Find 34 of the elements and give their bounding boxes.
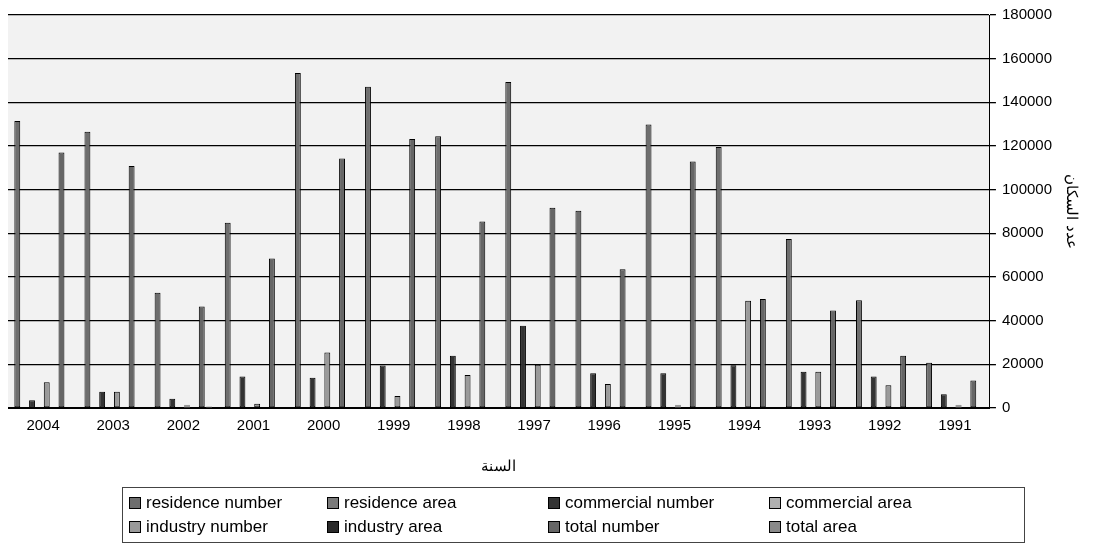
y-tick-label: 180000 xyxy=(1001,5,1053,23)
legend-label: industry area xyxy=(344,517,443,537)
y-tick-label: 160000 xyxy=(1001,48,1053,66)
x-tick-label: 2003 xyxy=(96,416,130,434)
y-tick-label: 100000 xyxy=(1001,179,1053,197)
legend-label: residence number xyxy=(146,493,283,513)
legend-label: residence area xyxy=(344,493,457,513)
x-tick-label: 1995 xyxy=(657,416,692,434)
x-axis-title: السنة xyxy=(481,457,517,475)
y-tick-label: 140000 xyxy=(1001,92,1053,110)
y-tick-label: 0 xyxy=(1001,398,1011,416)
x-tick-label: 1998 xyxy=(447,416,481,434)
y-axis-title: عدد السكان xyxy=(1063,174,1081,249)
legend-label: total area xyxy=(786,517,857,537)
legend-label: commercial number xyxy=(565,493,715,513)
y-tick-label: 80000 xyxy=(1001,223,1044,241)
x-tick-label: 2001 xyxy=(236,416,271,434)
x-tick-label: 1999 xyxy=(377,416,411,434)
x-tick-label: 1994 xyxy=(727,416,762,434)
y-tick-label: 60000 xyxy=(1001,267,1044,285)
x-tick-label: 1996 xyxy=(587,416,621,434)
legend-label: industry number xyxy=(146,517,268,537)
y-tick-label: 20000 xyxy=(1001,354,1044,372)
legend-label: commercial area xyxy=(786,493,912,513)
x-tick-label: 2000 xyxy=(306,416,341,434)
x-tick-label: 1991 xyxy=(938,416,972,434)
x-tick-label: 1993 xyxy=(797,416,832,434)
y-tick-label: 40000 xyxy=(1001,310,1044,328)
x-tick-label: 1992 xyxy=(868,416,902,434)
x-tick-label: 2002 xyxy=(166,416,201,434)
x-tick-label: 1997 xyxy=(517,416,551,434)
legend-label: total number xyxy=(565,517,660,537)
y-tick-label: 120000 xyxy=(1001,136,1053,154)
x-tick-label: 2004 xyxy=(26,416,60,434)
